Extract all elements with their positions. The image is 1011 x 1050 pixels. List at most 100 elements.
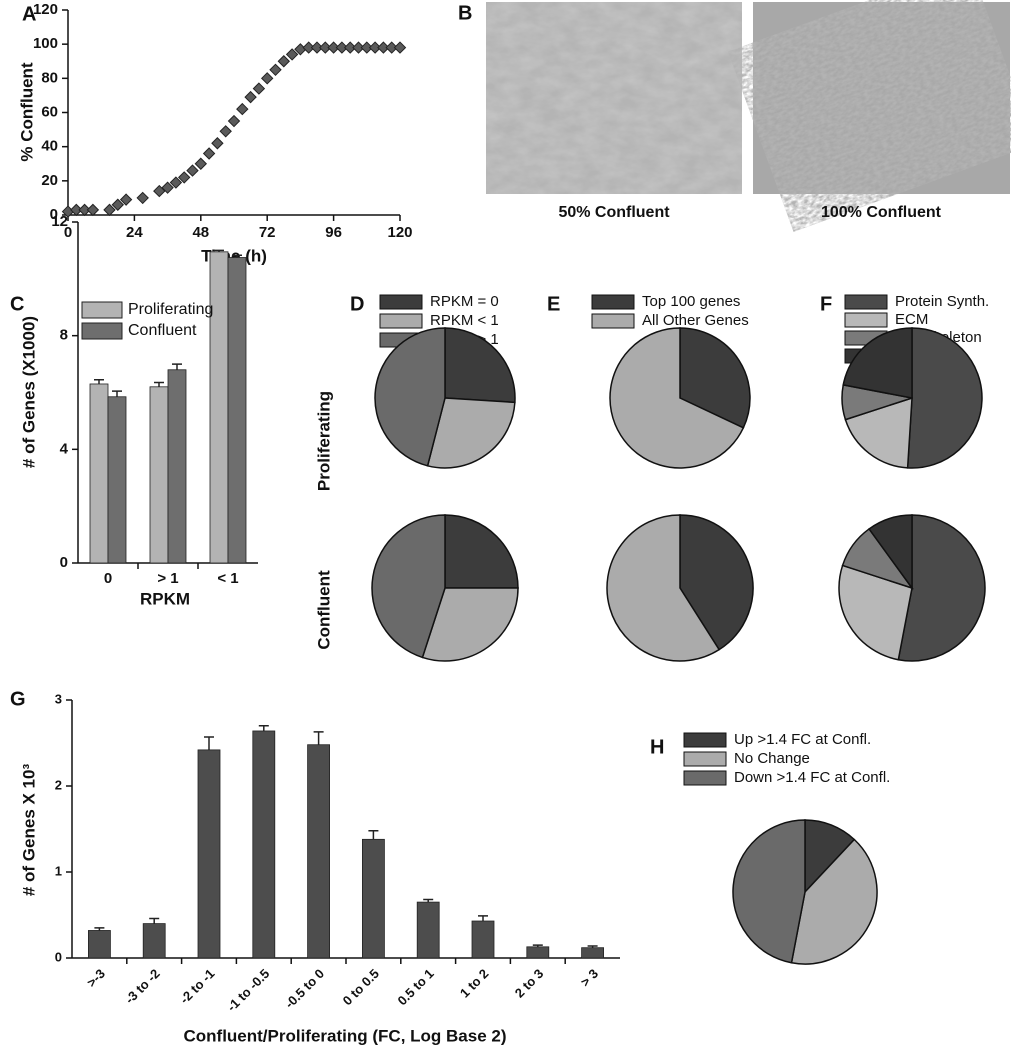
error-bar [154, 381, 164, 387]
bar [252, 730, 276, 959]
pie-slice [606, 514, 721, 662]
error-bar [214, 249, 224, 252]
data-point [177, 171, 191, 184]
pie-slice [844, 396, 913, 469]
legend-swatch [379, 313, 423, 329]
pie-slice [790, 838, 878, 965]
y-axis-title: # of Genes X 10³ [19, 764, 38, 897]
pie-slice [906, 327, 983, 469]
data-point [285, 48, 299, 61]
error-bar [478, 915, 488, 922]
y-tick-label: 12 [51, 213, 68, 230]
x-tick-label: -0.5 to 0 [282, 966, 327, 1011]
legend-label: All Other Genes [642, 312, 749, 329]
data-point [319, 41, 332, 54]
x-axis-title: RPKM [140, 589, 190, 608]
pie-slice [842, 327, 913, 399]
x-tick-label: 2 to 3 [512, 966, 547, 1001]
x-tick-label: >-3 [84, 966, 108, 990]
error-bar [204, 736, 214, 750]
micrograph-50 [486, 2, 742, 194]
data-point [103, 203, 116, 217]
image-caption: 50% Confluent [558, 204, 670, 221]
y-tick-label: 0 [55, 949, 62, 964]
y-tick-label: 4 [60, 440, 69, 457]
legend-label: No Change [734, 750, 810, 767]
x-tick-label: -1 to -0.5 [224, 966, 272, 1014]
bar [209, 251, 229, 564]
data-point [260, 72, 274, 85]
legend-label: Down >1.4 FC at Confl. [734, 769, 890, 786]
bar [88, 930, 111, 959]
bar [142, 923, 166, 959]
data-point [194, 157, 208, 170]
legend-label: ECM [895, 311, 928, 328]
y-axis-title: % Confluent [17, 62, 36, 161]
legend-swatch [81, 301, 123, 319]
error-bar [94, 378, 104, 384]
panel-label: A [22, 3, 36, 25]
x-tick-label: 120 [387, 224, 412, 241]
error-bar [232, 254, 242, 258]
error-bar [532, 944, 543, 947]
y-tick-label: 0 [60, 554, 68, 571]
data-point [352, 41, 365, 54]
bar [89, 383, 109, 564]
row-label: Proliferating [314, 391, 333, 491]
legend-label: RPKM < 1 [430, 312, 499, 329]
data-point [360, 41, 374, 54]
error-bar [149, 917, 160, 924]
error-bar [172, 363, 182, 370]
pie-slice [868, 514, 913, 591]
x-axis-title: Confluent/Proliferating (FC, Log Base 2) [183, 1026, 506, 1045]
data-point [343, 41, 357, 54]
data-point [236, 102, 249, 116]
data-point [385, 41, 398, 54]
data-point [368, 41, 382, 54]
bar [416, 901, 440, 959]
y-tick-label: 3 [55, 691, 62, 706]
data-point [169, 176, 183, 189]
legend-swatch [844, 294, 888, 310]
data-point [219, 125, 232, 138]
x-tick-label: > 3 [578, 966, 602, 990]
pie-slice [371, 514, 446, 659]
pie-slice [838, 564, 913, 661]
panel-label: H [650, 736, 664, 758]
x-tick-label: < 1 [217, 570, 238, 587]
pie-slice [679, 327, 751, 429]
bar [581, 947, 604, 959]
data-point [86, 203, 100, 217]
legend-label: Top 100 genes [642, 293, 740, 310]
bar [197, 749, 221, 959]
legend-swatch [683, 751, 727, 767]
data-point [211, 137, 224, 150]
data-point [111, 198, 125, 211]
x-tick-label: > 1 [157, 570, 178, 587]
legend-swatch [683, 770, 727, 786]
legend-swatch [591, 313, 635, 329]
legend-swatch [844, 312, 888, 328]
panel-label: G [10, 688, 26, 710]
x-tick-label: -3 to -2 [122, 966, 163, 1007]
x-tick-label: 72 [259, 224, 276, 241]
legend-label: Proliferating [128, 301, 213, 318]
y-tick-label: 40 [41, 138, 58, 155]
x-tick-label: 0 [64, 224, 72, 241]
pie-slice [426, 397, 516, 469]
error-bar [423, 898, 434, 903]
pie-slice [444, 327, 516, 404]
pie-slice [609, 327, 745, 469]
y-tick-label: 2 [55, 777, 62, 792]
data-point [136, 191, 149, 205]
panel-label: B [458, 2, 472, 24]
row-label: Confluent [314, 570, 333, 650]
data-point [310, 41, 324, 54]
panel-label: D [350, 293, 364, 315]
x-tick-label: -2 to -1 [177, 966, 218, 1007]
data-point [202, 147, 216, 160]
data-point [227, 114, 241, 128]
panel-label: F [820, 293, 832, 315]
